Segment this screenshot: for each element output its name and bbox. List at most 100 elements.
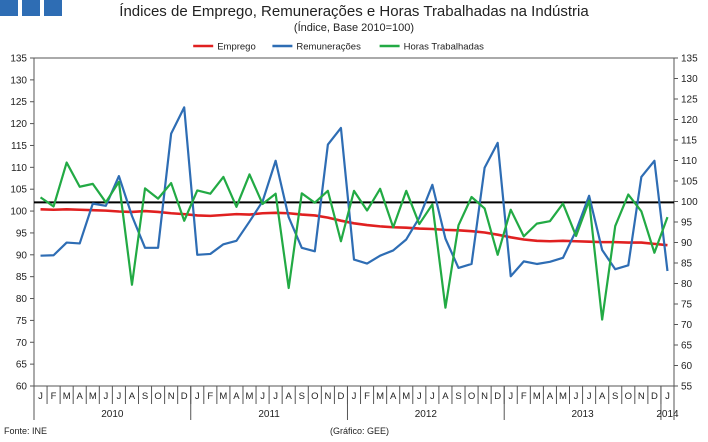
x-month-label: A: [442, 391, 449, 402]
x-month-label: J: [103, 391, 108, 402]
y-right-tick-label: 60: [681, 361, 693, 372]
credit-note: (Gráfico: GEE): [330, 426, 390, 436]
x-month-label: N: [168, 391, 175, 402]
x-month-label: D: [494, 391, 501, 402]
y-left-tick-label: 125: [10, 97, 27, 108]
chart-title: Índices de Emprego, Remunerações e Horas…: [119, 3, 589, 20]
y-right-tick-label: 100: [681, 197, 698, 208]
y-left-tick-label: 70: [16, 338, 28, 349]
x-month-label: O: [311, 391, 318, 402]
x-month-label: D: [651, 391, 658, 402]
y-left-tick-label: 65: [16, 360, 28, 371]
y-right-tick-label: 110: [681, 156, 697, 167]
y-left-tick-label: 100: [10, 207, 27, 218]
x-month-label: J: [417, 391, 422, 402]
x-month-label: S: [455, 391, 461, 402]
x-month-label: J: [117, 391, 122, 402]
y-right-tick-label: 115: [681, 136, 697, 147]
legend-label: Horas Trabalhadas: [404, 42, 485, 53]
x-month-label: M: [533, 391, 541, 402]
x-month-label: A: [129, 391, 136, 402]
x-month-label: A: [286, 391, 293, 402]
y-left-tick-label: 135: [10, 54, 27, 65]
x-month-label: M: [559, 391, 567, 402]
y-left-tick-label: 85: [16, 272, 28, 283]
x-month-label: A: [233, 391, 240, 402]
y-right-tick-label: 135: [681, 54, 698, 65]
x-month-label: N: [481, 391, 488, 402]
y-right-tick-label: 55: [681, 382, 693, 393]
x-month-label: J: [665, 391, 670, 402]
y-left-tick-label: 110: [11, 163, 27, 174]
x-month-label: J: [195, 391, 200, 402]
source-note: Fonte: INE: [4, 426, 48, 436]
header-decor-square: [44, 0, 62, 16]
series-line-1: [40, 208, 668, 247]
x-month-label: J: [260, 391, 265, 402]
x-year-label: 2013: [571, 409, 594, 420]
legend-label: Emprego: [217, 42, 256, 53]
x-month-label: M: [376, 391, 384, 402]
y-left-tick-label: 130: [10, 75, 27, 86]
y-left-tick-label: 80: [16, 294, 28, 305]
chart-subtitle: (Índice, Base 2010=100): [293, 22, 415, 34]
y-right-tick-label: 75: [681, 300, 693, 311]
x-month-label: A: [547, 391, 554, 402]
x-month-label: J: [38, 391, 43, 402]
x-month-label: N: [638, 391, 645, 402]
x-month-label: J: [273, 391, 278, 402]
x-year-label: 2010: [101, 409, 124, 420]
x-month-label: J: [574, 391, 579, 402]
x-month-label: S: [142, 391, 148, 402]
x-month-label: M: [63, 391, 71, 402]
y-left-tick-label: 90: [16, 250, 28, 261]
y-right-tick-label: 80: [681, 279, 693, 290]
x-month-label: J: [587, 391, 592, 402]
y-right-tick-label: 70: [681, 320, 693, 331]
x-month-label: M: [219, 391, 227, 402]
x-month-label: F: [521, 391, 527, 402]
x-month-label: A: [77, 391, 84, 402]
x-month-label: J: [508, 391, 513, 402]
x-month-label: F: [207, 391, 213, 402]
y-right-tick-label: 85: [681, 259, 693, 270]
x-month-label: S: [612, 391, 618, 402]
x-month-label: J: [352, 391, 357, 402]
y-right-tick-label: 95: [681, 218, 693, 229]
x-month-label: F: [51, 391, 57, 402]
y-right-tick-label: 120: [681, 115, 698, 126]
x-month-label: F: [364, 391, 370, 402]
x-month-label: D: [181, 391, 188, 402]
x-month-label: S: [299, 391, 305, 402]
x-month-label: M: [402, 391, 410, 402]
y-right-tick-label: 105: [681, 177, 698, 188]
x-month-label: N: [324, 391, 331, 402]
x-month-label: O: [154, 391, 161, 402]
y-left-tick-label: 105: [10, 185, 27, 196]
y-right-tick-label: 125: [681, 95, 698, 106]
x-month-label: M: [89, 391, 97, 402]
series-line-3: [39, 161, 669, 321]
legend-label: Remunerações: [296, 42, 361, 53]
x-month-label: M: [246, 391, 254, 402]
y-right-tick-label: 65: [681, 341, 693, 352]
y-left-tick-label: 115: [11, 141, 27, 152]
y-left-tick-label: 75: [16, 316, 28, 327]
x-month-label: O: [625, 391, 632, 402]
header-decor-square: [0, 0, 18, 16]
x-month-label: A: [390, 391, 397, 402]
x-month-label: J: [430, 391, 435, 402]
y-right-tick-label: 130: [681, 74, 698, 85]
y-left-tick-label: 120: [10, 119, 27, 130]
series-line-2: [40, 106, 669, 278]
y-right-tick-label: 90: [681, 238, 693, 249]
y-left-tick-label: 95: [16, 228, 28, 239]
x-year-label: 2012: [415, 409, 438, 420]
x-year-label: 2011: [258, 409, 280, 420]
x-year-label: 2014: [656, 409, 679, 420]
x-month-label: O: [468, 391, 475, 402]
header-decor-square: [22, 0, 40, 16]
x-month-label: D: [338, 391, 345, 402]
y-left-tick-label: 60: [16, 382, 28, 393]
